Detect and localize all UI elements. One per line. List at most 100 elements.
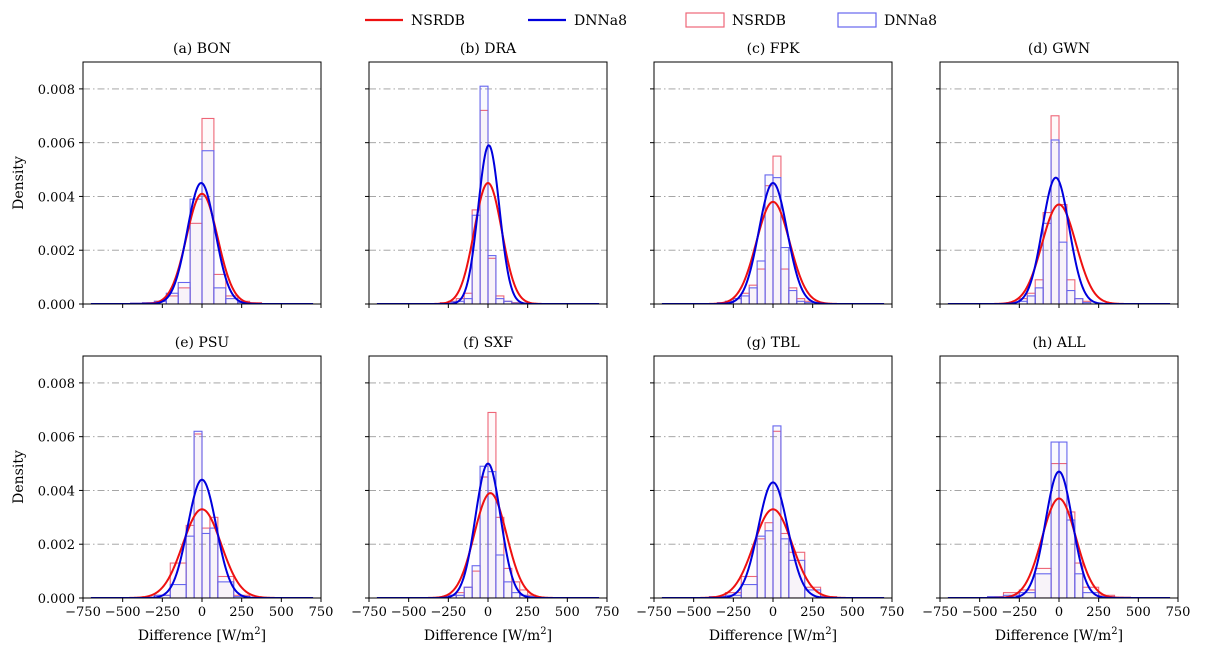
hist-bar	[772, 177, 782, 304]
chart-panel-8: (h) ALL −750 −500 −250 0 250 500 750 Difference …	[922, 335, 1190, 644]
legend-label: DNNa8	[884, 13, 937, 29]
hist-bar	[503, 581, 513, 598]
hist-bar	[1058, 441, 1068, 598]
hist-dnna8	[439, 85, 529, 304]
legend-item-dnna8-hist: DNNa8	[837, 12, 937, 29]
x-axis-label: Difference [W/m2]	[138, 626, 266, 644]
x-axis-label-end: ]	[547, 628, 552, 644]
hist-bar	[1050, 139, 1060, 304]
x-tick-label: 500	[1126, 605, 1151, 620]
hist-bar	[201, 150, 215, 304]
x-tick-label: 500	[840, 605, 865, 620]
hist-bar	[463, 586, 473, 598]
chart-panel-5: (e) PSU −750 −500 −250 0 250 500 750 0.000 0.002 0…	[11, 335, 333, 644]
x-axis-label-sup: 2	[254, 626, 260, 637]
hist-bar	[495, 298, 505, 304]
panels: (a) BON 0.000 0.002 0.004 0.006 0.008 Density (…	[11, 41, 1190, 644]
x-axis-label-main: Difference [W/m	[424, 628, 540, 644]
legend-item-dnna8-line: DNNa8	[528, 13, 627, 29]
plot-area	[947, 115, 1171, 304]
y-tick-label: 0.004	[38, 484, 75, 499]
hist-dnna8	[153, 430, 251, 598]
chart-panel-4: (d) GWN	[936, 41, 1179, 308]
chart-panel-7: (g) TBL −750 −500 −250 0 250 500 750 Difference …	[636, 335, 904, 644]
hist-bar	[463, 298, 473, 304]
y-tick-label: 0.006	[38, 137, 75, 152]
hist-bar	[1026, 295, 1036, 304]
plot-area	[661, 155, 885, 304]
plot-area	[90, 430, 314, 598]
hist-bar	[487, 255, 497, 304]
chart-panel-1: (a) BON 0.000 0.002 0.004 0.006 0.008 Density	[11, 41, 322, 313]
legend-label: NSRDB	[411, 13, 465, 29]
x-tick-label: −250	[144, 605, 180, 620]
panel-title: (g) TBL	[746, 335, 799, 351]
x-axis-label-sup: 2	[1111, 626, 1117, 637]
y-tick-label: 0.002	[38, 244, 75, 259]
kde-line-dnna8	[90, 478, 314, 598]
y-tick-label: 0.004	[38, 190, 75, 205]
panel-title: (b) DRA	[460, 41, 517, 57]
x-tick-label: 250	[1086, 605, 1111, 620]
hist-bar	[1074, 298, 1084, 304]
hist-bar	[788, 290, 798, 304]
plot-area	[661, 425, 885, 598]
legend: NSRDB DNNa8 NSRDB DNNa8	[365, 12, 937, 29]
kde-line-dnna8	[947, 176, 1171, 304]
x-tick-label: −250	[715, 605, 751, 620]
hist-bar	[1066, 290, 1076, 304]
hist-bar	[511, 592, 521, 598]
x-axis-label-main: Difference [W/m	[709, 628, 825, 644]
x-tick-label: −750	[351, 605, 387, 620]
hist-bar	[756, 535, 766, 598]
plot-area	[376, 85, 600, 304]
x-axis-label-sup: 2	[825, 626, 831, 637]
hist-bar	[487, 471, 497, 598]
panel-title: (a) BON	[173, 41, 231, 57]
y-tick-label: 0.002	[38, 538, 75, 553]
x-axis-label-main: Difference [W/m	[138, 628, 254, 644]
chart-panel-2: (b) DRA	[365, 41, 608, 308]
legend-item-nsrdb-hist: NSRDB	[685, 12, 786, 29]
legend-hist-swatch	[685, 12, 725, 28]
x-tick-label: 750	[595, 605, 620, 620]
hist-bar	[1034, 573, 1052, 598]
panel-title: (h) ALL	[1032, 335, 1085, 351]
x-tick-label: 500	[269, 605, 294, 620]
panel-title: (d) GWN	[1028, 41, 1090, 57]
x-tick-label: −500	[676, 605, 712, 620]
kde-line-dnna8	[376, 144, 600, 304]
x-tick-label: 750	[880, 605, 905, 620]
kde-line-dnna8	[947, 470, 1171, 598]
kde-line-dnna8	[661, 181, 885, 304]
hist-bar	[177, 281, 191, 304]
x-axis-label-end: ]	[261, 628, 266, 644]
hist-bar	[1058, 241, 1068, 304]
x-tick-label: 250	[515, 605, 540, 620]
hist-dnna8	[716, 174, 814, 304]
y-tick-label: 0.000	[38, 592, 75, 607]
x-axis-label: Difference [W/m2]	[995, 626, 1123, 644]
plot-area	[947, 441, 1171, 598]
hist-dnna8	[130, 150, 263, 304]
hist-bar	[764, 530, 774, 598]
x-tick-label: −250	[1001, 605, 1037, 620]
x-axis-label-sup: 2	[540, 626, 546, 637]
x-tick-label: 0	[769, 605, 777, 620]
y-axis-label: Density	[11, 450, 27, 504]
hist-bar	[213, 287, 227, 304]
hist-bar	[740, 295, 750, 304]
kde-line-nsrdb	[376, 181, 600, 304]
hist-bar	[201, 532, 211, 598]
hist-bar	[748, 287, 758, 304]
hist-bar	[1050, 441, 1060, 598]
x-tick-label: 750	[1166, 605, 1191, 620]
hist-bar	[1034, 287, 1044, 304]
x-tick-label: −750	[65, 605, 101, 620]
x-axis-label-end: ]	[832, 628, 837, 644]
x-tick-label: −750	[636, 605, 672, 620]
hist-bar	[169, 584, 187, 598]
y-tick-label: 0.008	[38, 377, 75, 392]
hist-bar	[209, 527, 219, 598]
x-axis-label-end: ]	[1118, 628, 1123, 644]
